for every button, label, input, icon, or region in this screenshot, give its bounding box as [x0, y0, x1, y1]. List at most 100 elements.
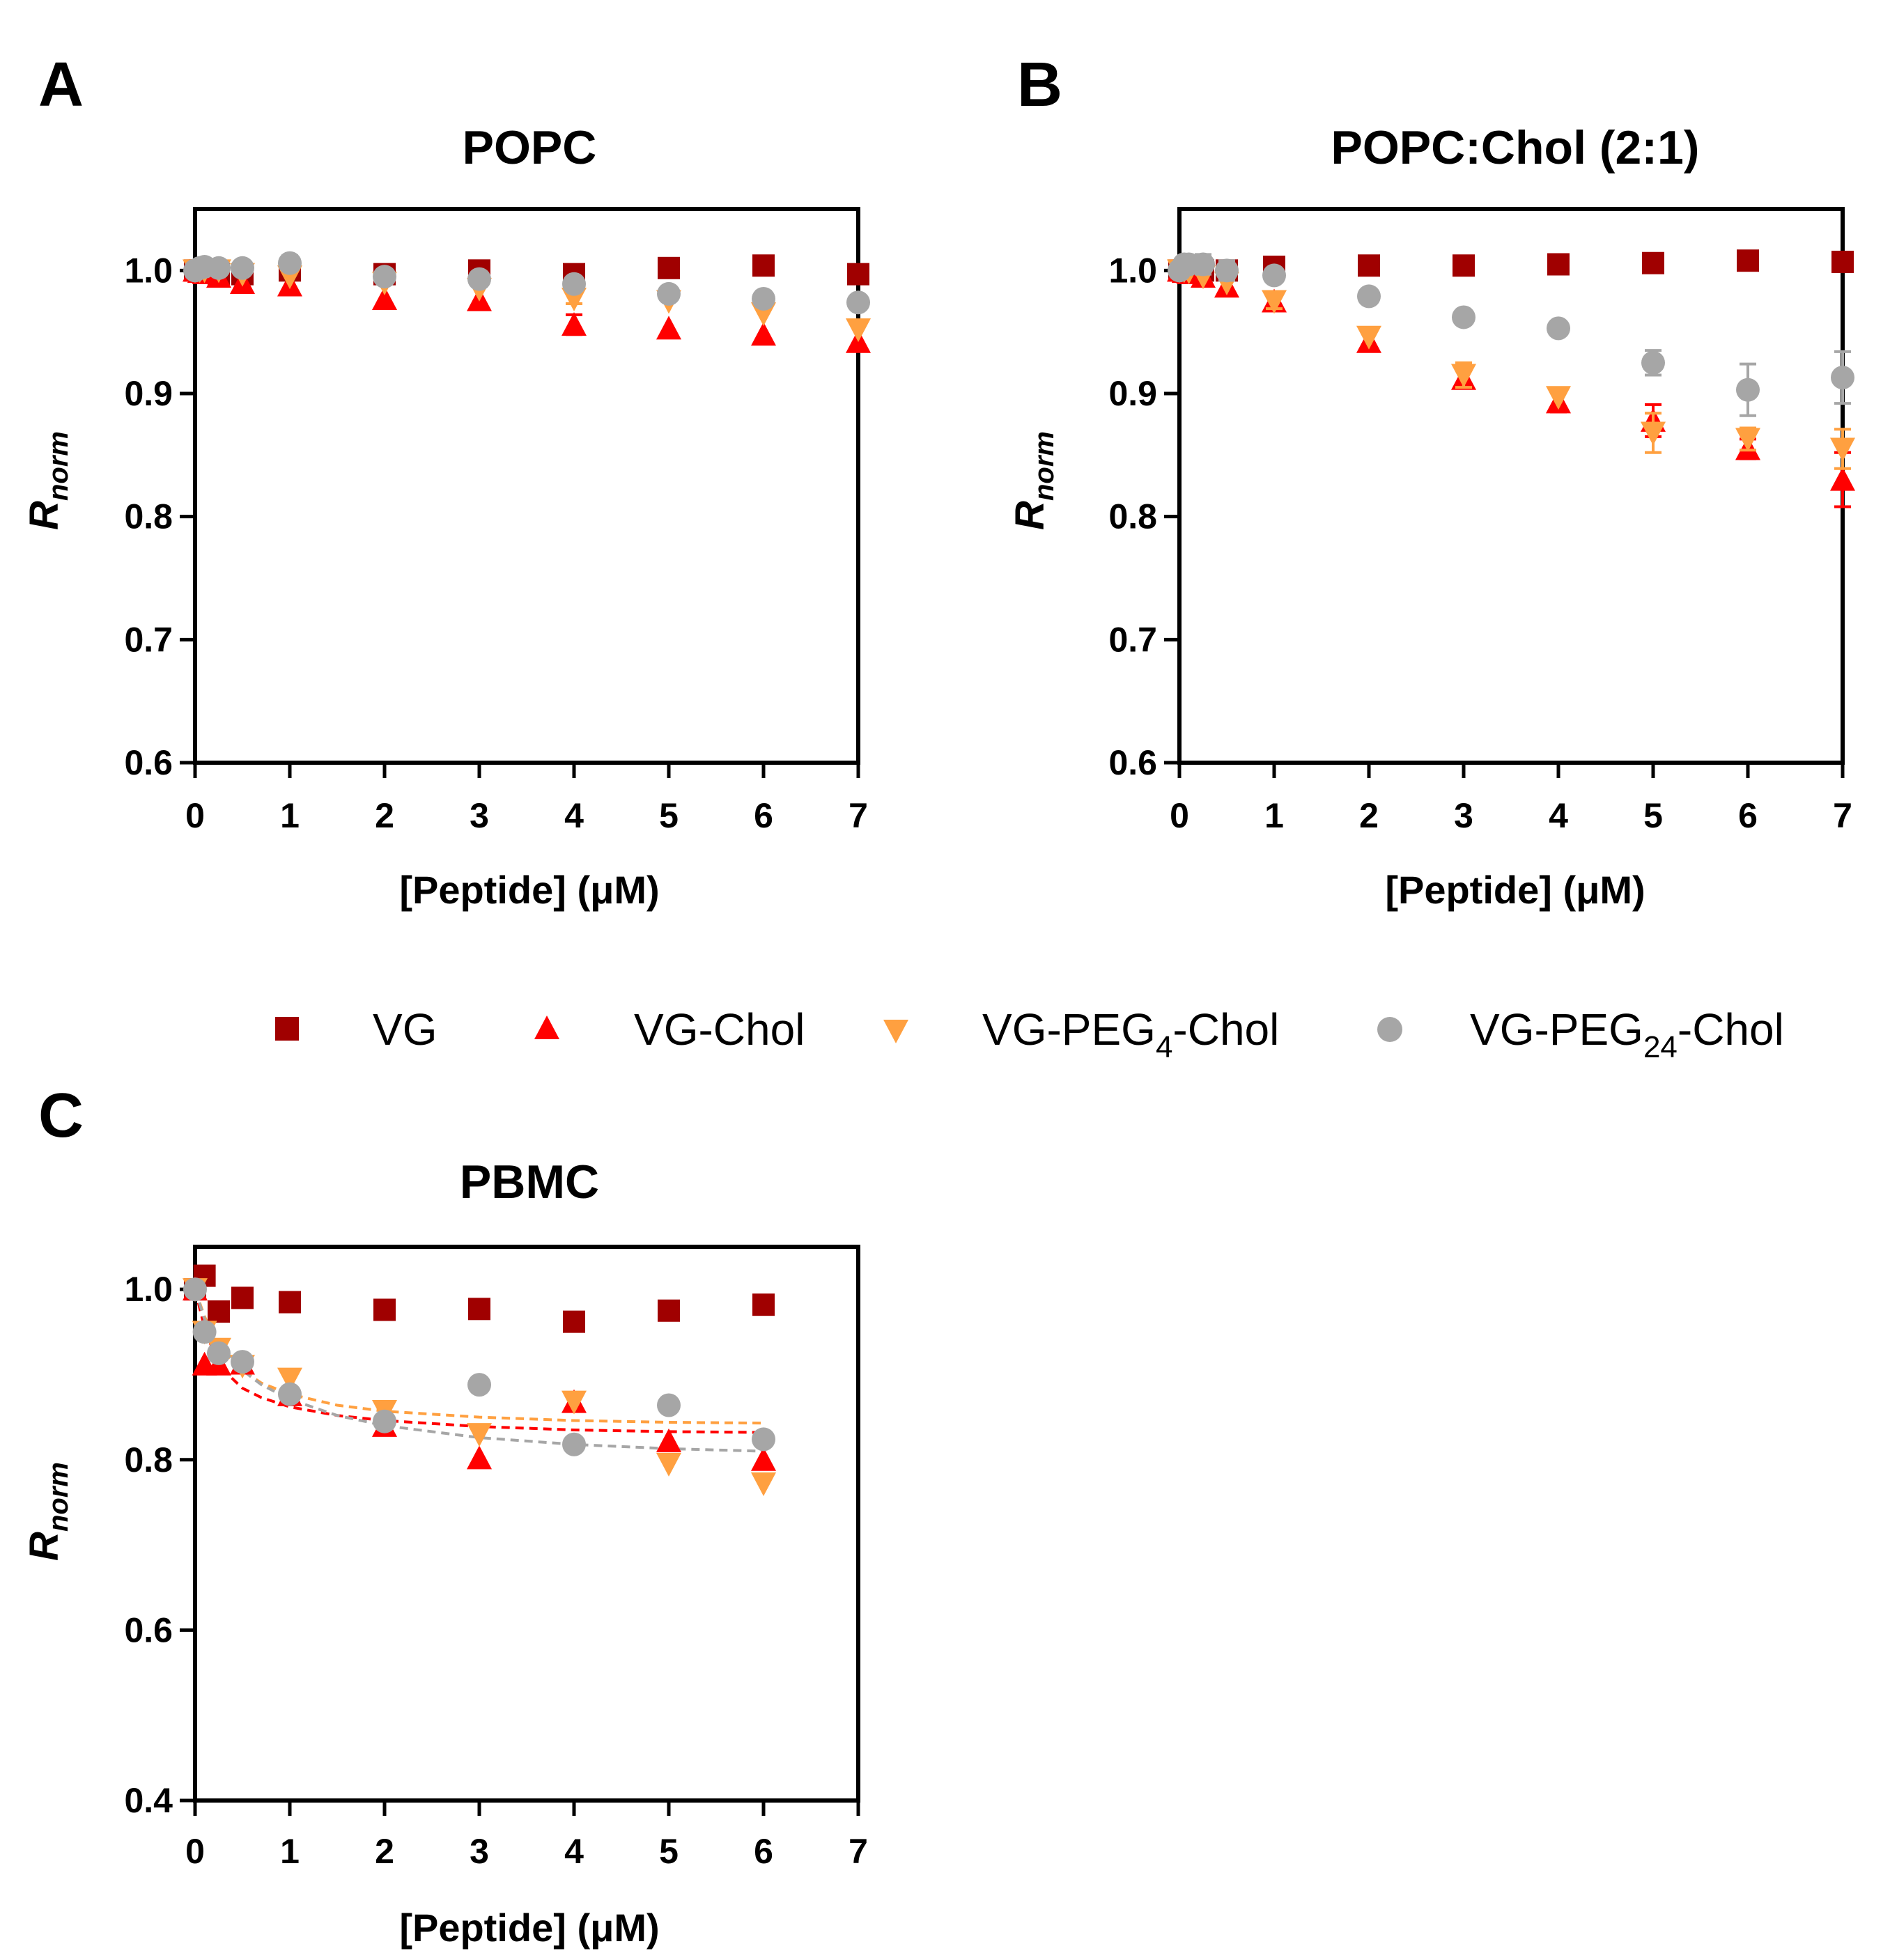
- x-tick-label: 7: [849, 796, 868, 835]
- x-tick-label: 4: [564, 1832, 584, 1871]
- data-point-peg24: [278, 251, 302, 275]
- data-point-peg4: [1830, 437, 1855, 462]
- data-point-peg24: [846, 290, 870, 315]
- data-point-peg24: [657, 281, 681, 306]
- legend-marker-vg: [275, 1017, 299, 1041]
- x-tick-label: 2: [1359, 796, 1379, 835]
- panel-b-title: POPC:Chol (2:1): [1331, 121, 1700, 174]
- data-point-vg: [1453, 254, 1475, 277]
- x-tick-label: 5: [659, 1832, 679, 1871]
- data-point-peg24: [467, 1373, 491, 1397]
- data-point-peg24: [1262, 263, 1286, 288]
- data-point-vg: [468, 1298, 490, 1321]
- panel-c-title: PBMC: [460, 1156, 599, 1208]
- panel-c-ylabel: Rnorm: [22, 1462, 74, 1561]
- data-point-vgchol: [656, 1428, 681, 1452]
- y-tick-label: 1.0: [1108, 251, 1157, 290]
- panel-c-ylabel-sub: norm: [43, 1462, 74, 1532]
- panel-c-plot: 0 1 2 3 4 5 6 7 0.4 0.6 0.8 1.0: [124, 1245, 868, 1871]
- x-tick-label: 4: [564, 796, 584, 835]
- data-point-peg24: [278, 1382, 302, 1406]
- data-point-vg: [208, 1300, 230, 1323]
- data-point-peg4: [1546, 386, 1571, 410]
- data-point-peg4: [467, 1423, 492, 1447]
- data-point-peg24: [1357, 284, 1381, 309]
- panel-letter-a: A: [38, 50, 84, 120]
- legend-label-peg24-base: VG-PEG: [1470, 1004, 1643, 1055]
- data-point-peg4: [846, 318, 871, 343]
- data-point-vgchol: [467, 1445, 492, 1470]
- legend-label-vg-peg24-chol: VG-PEG24-Chol: [1470, 1004, 1784, 1064]
- y-tick-label: 1.0: [124, 251, 173, 290]
- data-point-peg24: [231, 1350, 254, 1374]
- data-point-peg24: [752, 1427, 775, 1452]
- data-point-vgchol: [1830, 467, 1855, 491]
- panel-a-ylabel-sub: norm: [43, 431, 74, 501]
- data-point-vg: [1547, 253, 1570, 276]
- panel-b-ylabel-sub: norm: [1029, 431, 1060, 501]
- y-tick-label: 1.0: [124, 1270, 173, 1309]
- x-tick-label: 3: [1454, 796, 1473, 835]
- data-point-vg: [373, 1298, 396, 1321]
- x-tick-label: 0: [1170, 796, 1189, 835]
- y-tick-label: 0.8: [1108, 497, 1157, 536]
- panel-b-plot: 0 1 2 3 4 5 6 7 0.6 0.7 0.8 0.9 1.0: [1108, 207, 1855, 835]
- data-point-vg: [1737, 249, 1759, 272]
- fit-curve-vgchol: [194, 1289, 764, 1434]
- panel-b-xlabel: [Peptide] (μM): [1385, 868, 1645, 912]
- legend-label-peg24-sub: 24: [1643, 1030, 1678, 1064]
- y-tick-label: 0.9: [124, 374, 173, 413]
- panel-a-title: POPC: [463, 121, 597, 174]
- data-point-vg: [658, 1299, 680, 1322]
- x-tick-label: 1: [1264, 796, 1284, 835]
- data-point-peg24: [231, 256, 254, 280]
- data-point-vg: [847, 263, 869, 286]
- x-tick-label: 2: [375, 796, 394, 835]
- x-tick-label: 3: [470, 1832, 489, 1871]
- legend-label-peg4-rest: -Chol: [1172, 1004, 1279, 1055]
- y-tick-label: 0.4: [124, 1781, 173, 1820]
- data-point-peg4: [1735, 428, 1760, 452]
- data-point-vg: [1831, 250, 1854, 273]
- legend: VG VG-Chol VG-PEG4-Chol VG-PEG24-Chol: [275, 1004, 1784, 1064]
- panel-letter-b: B: [1017, 50, 1062, 120]
- plot-frame: [193, 207, 860, 765]
- data-point-peg24: [192, 1320, 217, 1344]
- data-point-peg4: [1641, 421, 1666, 446]
- y-tick-label: 0.6: [124, 1610, 173, 1649]
- data-point-peg4: [656, 1452, 681, 1477]
- data-point-vg: [231, 1286, 254, 1309]
- y-tick-label: 0.7: [124, 620, 173, 659]
- data-point-peg24: [562, 272, 586, 296]
- data-point-peg24: [657, 1393, 681, 1417]
- legend-label-peg4-base: VG-PEG: [982, 1004, 1156, 1055]
- fit-curve-peg4: [194, 1289, 764, 1425]
- panel-b-ylabel-main: R: [1007, 501, 1053, 530]
- data-point-peg24: [1641, 350, 1665, 375]
- panel-b-ylabel: Rnorm: [1007, 431, 1060, 530]
- legend-label-peg24-rest: -Chol: [1678, 1004, 1784, 1055]
- data-point-vg: [752, 1293, 775, 1316]
- x-tick-label: 2: [375, 1832, 394, 1871]
- data-point-vg: [563, 1310, 585, 1333]
- data-point-peg24: [752, 286, 775, 311]
- y-tick-label: 0.8: [124, 497, 173, 536]
- x-tick-label: 3: [470, 796, 489, 835]
- x-tick-label: 7: [1833, 796, 1852, 835]
- data-point-peg4: [1262, 290, 1287, 314]
- data-point-peg24: [1547, 316, 1570, 341]
- panel-a-ylabel-main: R: [22, 501, 67, 530]
- x-tick-label: 6: [754, 796, 773, 835]
- data-point-peg4: [1356, 325, 1381, 350]
- x-tick-label: 1: [280, 1832, 300, 1871]
- legend-marker-vg-chol: [534, 1016, 559, 1039]
- x-tick-label: 5: [1643, 796, 1663, 835]
- data-point-vg: [658, 256, 680, 279]
- x-tick-label: 7: [849, 1832, 868, 1871]
- panel-c-xlabel: [Peptide] (μM): [399, 1906, 659, 1950]
- x-tick-label: 0: [185, 1832, 205, 1871]
- panel-a-xlabel: [Peptide] (μM): [399, 868, 659, 912]
- x-tick-label: 1: [280, 796, 300, 835]
- data-point-peg4: [561, 1390, 587, 1415]
- data-point-peg24: [1215, 258, 1239, 283]
